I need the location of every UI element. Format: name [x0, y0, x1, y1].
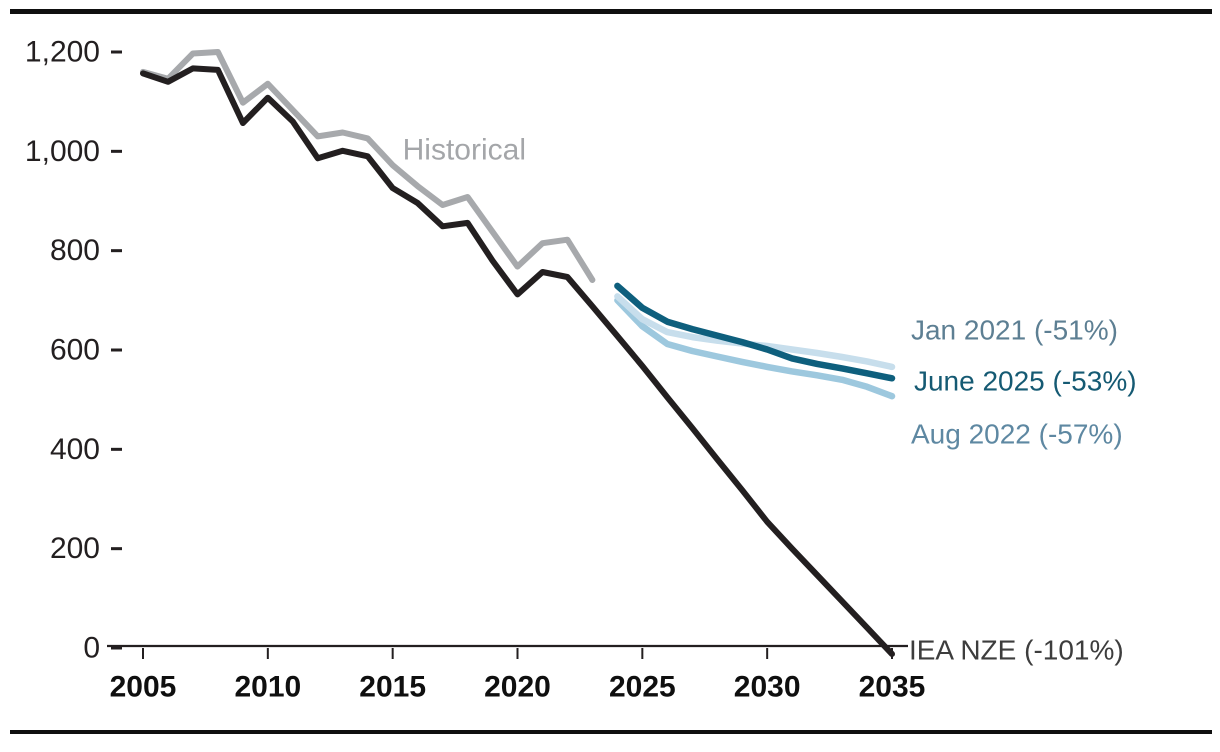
jan-2021-label: Jan 2021 (-51%) — [911, 315, 1118, 346]
y-tick-label: 600 — [50, 333, 100, 366]
x-tick-label: 2030 — [734, 671, 801, 704]
aug-2022-label: Aug 2022 (-57%) — [911, 418, 1123, 449]
y-tick-label: 400 — [50, 433, 100, 466]
historical-label: Historical — [403, 133, 526, 166]
y-tick-label: 1,200 — [25, 35, 100, 68]
iea-nze-label: IEA NZE (-101%) — [909, 634, 1124, 665]
series-line-aug-2022 — [614, 297, 896, 400]
top-border-rule — [10, 9, 1212, 14]
x-tick-label: 2010 — [234, 671, 301, 704]
x-tick-label: 2025 — [609, 671, 676, 704]
june-2025-label: June 2025 (-53%) — [914, 365, 1137, 396]
y-tick-label: 0 — [83, 632, 100, 665]
series-line-jan-2021 — [614, 293, 896, 371]
x-tick-label: 2015 — [359, 671, 426, 704]
series-line-iea-nze — [140, 65, 895, 657]
y-tick-label: 800 — [50, 234, 100, 267]
x-tick-label: 2035 — [859, 671, 926, 704]
bottom-border-rule — [10, 730, 1212, 734]
series-line-june-2025 — [614, 282, 896, 382]
x-tick-label: 2020 — [484, 671, 551, 704]
y-tick-label: 200 — [50, 532, 100, 565]
y-tick-label: 1,000 — [25, 135, 100, 168]
x-tick-label: 2005 — [110, 671, 177, 704]
series-line-historical — [140, 49, 596, 283]
